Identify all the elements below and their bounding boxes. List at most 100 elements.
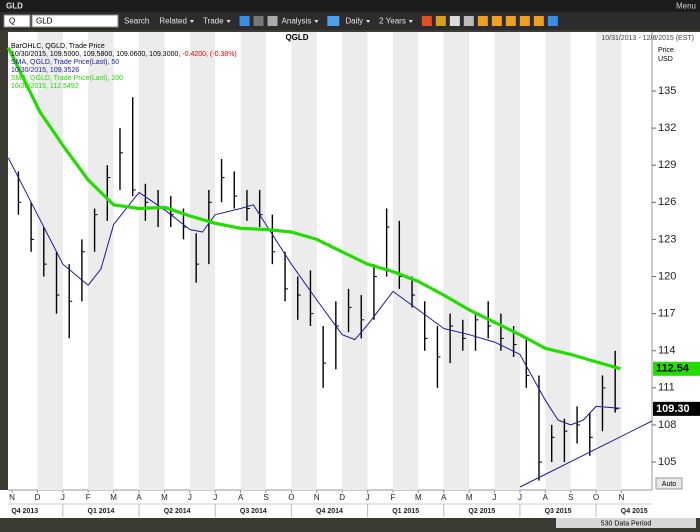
symbol-prefix: Q: [9, 17, 15, 26]
sma-line: [7, 157, 621, 426]
x-tick-label: A: [136, 493, 142, 502]
month-stripe: [240, 32, 267, 490]
y-tick-label: 114: [658, 345, 676, 357]
toolbar-icon[interactable]: [449, 16, 460, 26]
x-tick-label: M: [415, 493, 422, 502]
x-tick-label: A: [543, 493, 549, 502]
toolbar-item[interactable]: Related: [159, 17, 187, 26]
status-text: 530 Data Period: [601, 520, 652, 527]
toolbar-icon[interactable]: [505, 16, 516, 26]
toolbar-icon[interactable]: [519, 16, 530, 26]
chart-subtitle: 10/31/2013 - 12/8/2015 (EST): [601, 35, 694, 42]
legend-last: 10/30/2015, 109.5000, 109.5800, 109.0600…: [11, 51, 182, 58]
quarter-label: Q3 2015: [545, 508, 572, 515]
y-tick-label: 111: [658, 382, 675, 394]
toolbar-icon[interactable]: [533, 16, 544, 26]
toolbar-icon[interactable]: [327, 16, 340, 26]
month-stripe: [139, 32, 165, 490]
x-tick-label: J: [213, 493, 217, 502]
y-tick-label: 129: [658, 159, 676, 171]
toolbar-item[interactable]: Daily: [345, 17, 363, 26]
y-tick-label: 120: [658, 270, 676, 282]
quarter-label: Q1 2015: [392, 508, 419, 515]
toolbar-item[interactable]: 2 Years: [379, 17, 406, 26]
x-tick-label: J: [188, 493, 192, 502]
toolbar-item[interactable]: Search: [124, 17, 149, 26]
legend-change: -0.4200, (-0.38%): [182, 51, 236, 58]
x-tick-label: A: [441, 493, 447, 502]
toolbar-icon[interactable]: [421, 16, 432, 26]
symbol-input[interactable]: [31, 14, 119, 28]
legend-values: 10/30/2015, 112.5492: [11, 83, 79, 90]
legend-last: 10/30/2015, 112.5492: [11, 83, 79, 90]
x-tick-label: D: [35, 493, 41, 502]
legend-values: 10/30/2015, 109.5000, 109.5800, 109.0600…: [11, 51, 237, 58]
status-bar: [0, 518, 700, 532]
x-tick-label: M: [466, 493, 473, 502]
status-box: [556, 518, 696, 528]
toolbar-item[interactable]: Trade: [203, 17, 224, 26]
toolbar-icon[interactable]: [477, 16, 488, 26]
month-stripe: [494, 32, 520, 490]
quarter-label: Q4 2014: [316, 508, 343, 515]
quarter-label: Q2 2015: [468, 508, 495, 515]
x-tick-label: J: [518, 493, 522, 502]
auto-label: Auto: [662, 481, 677, 488]
quarter-label: Q4 2015: [621, 508, 648, 515]
y-axis-label: USD: [658, 56, 673, 63]
month-stripe: [545, 32, 571, 490]
x-tick-label: J: [61, 493, 65, 502]
auto-button[interactable]: [655, 477, 683, 490]
symbol-text: GLD: [36, 17, 53, 26]
plot: [6, 32, 622, 490]
month-stripe: [189, 32, 216, 490]
y-tick-label: 117: [658, 308, 676, 320]
toolbar-icon[interactable]: [253, 16, 264, 26]
legend-name: BarOHLC, QGLD, Trade Price: [11, 43, 105, 50]
toolbar-icon[interactable]: [267, 16, 278, 26]
month-stripe: [88, 32, 114, 490]
window-title: GLD: [6, 2, 23, 11]
dropdown-arrow: [408, 20, 413, 23]
x-tick-label: M: [110, 493, 117, 502]
y-tick-label: 135: [658, 85, 676, 97]
month-stripe: [291, 32, 317, 490]
y-tick-label: 126: [658, 196, 676, 208]
y-tick-label: 105: [658, 456, 676, 468]
x-tick-label: J: [493, 493, 497, 502]
price-tag-label: 109.30: [656, 403, 690, 415]
trend-line: [519, 420, 653, 488]
chart-title: QGLD: [285, 33, 308, 42]
x-tick-label: N: [9, 493, 15, 502]
toolbar-icon[interactable]: [463, 16, 474, 26]
x-tick-label: J: [366, 493, 370, 502]
month-stripe: [392, 32, 419, 490]
toolbar-icon[interactable]: [239, 16, 250, 26]
quarter-label: Q1 2014: [88, 508, 115, 515]
dropdown-arrow: [189, 20, 194, 23]
x-tick-label: S: [568, 493, 573, 502]
toolbar-icon[interactable]: [491, 16, 502, 26]
toolbar-icon[interactable]: [435, 16, 446, 26]
quarter-label: Q3 2014: [240, 508, 267, 515]
x-tick-label: N: [314, 493, 320, 502]
x-tick-label: F: [391, 493, 396, 502]
legend-values: 10/30/2015, 109.3526: [11, 67, 79, 74]
price-tag: [653, 401, 700, 416]
x-tick-label: N: [619, 493, 625, 502]
y-axis-label: Price: [658, 47, 674, 54]
menu-button[interactable]: Menu: [676, 2, 696, 11]
dropdown-arrow: [226, 20, 231, 23]
x-tick-label: O: [288, 493, 294, 502]
quarter-label: Q2 2014: [164, 508, 191, 515]
x-tick-label: F: [86, 493, 91, 502]
title-bar: [0, 0, 700, 12]
price-tag-label: 112.54: [656, 363, 690, 375]
toolbar-icon[interactable]: [547, 16, 558, 26]
y-tick-label: 132: [658, 122, 676, 134]
x-tick-label: M: [161, 493, 168, 502]
toolbar-item[interactable]: Analysis: [282, 17, 312, 26]
x-tick-label: O: [593, 493, 599, 502]
symbol-type-box[interactable]: [3, 14, 31, 28]
